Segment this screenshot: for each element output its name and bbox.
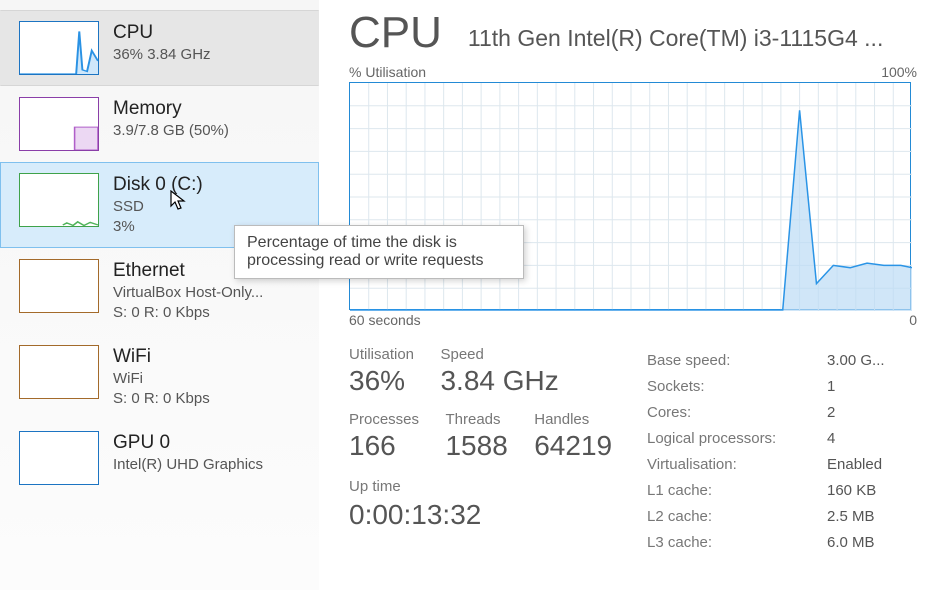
spec-row: Logical processors:4 [647, 426, 917, 452]
sidebar-item-title: GPU 0 [113, 431, 263, 455]
sidebar-item-sub: 3.9/7.8 GB (50%) [113, 121, 229, 141]
sidebar-item-sub: SSD [113, 197, 203, 217]
chart-y-label: % Utilisation [349, 64, 426, 80]
thumb-chart [19, 345, 99, 399]
sidebar-item-sub: 3% [113, 217, 203, 237]
sidebar-item-gpu-0[interactable]: GPU 0Intel(R) UHD Graphics [0, 420, 319, 496]
stat-threads: Threads 1588 [445, 411, 507, 462]
sidebar-item-memory[interactable]: Memory3.9/7.8 GB (50%) [0, 86, 319, 162]
stat-handles: Handles 64219 [534, 411, 612, 462]
spec-row: Base speed:3.00 G... [647, 348, 917, 374]
cpu-specs: Base speed:3.00 G...Sockets:1Cores:2Logi… [647, 346, 917, 556]
thumb-chart [19, 173, 99, 227]
chart-ymax-label: 100% [881, 64, 917, 80]
sidebar-item-sub: VirtualBox Host-Only... [113, 283, 263, 303]
sidebar-item-title: CPU [113, 21, 211, 45]
cpu-model-name: 11th Gen Intel(R) Core(TM) i3-1115G4 ... [468, 25, 883, 58]
chart-xright-label: 0 [909, 312, 917, 328]
thumb-chart [19, 97, 99, 151]
spec-row: Virtualisation:Enabled [647, 452, 917, 478]
stat-utilisation: Utilisation 36% [349, 346, 414, 397]
spec-row: Cores:2 [647, 400, 917, 426]
sidebar-item-sub: S: 0 R: 0 Kbps [113, 389, 210, 409]
stat-speed: Speed 3.84 GHz [440, 346, 558, 397]
detail-title: CPU [349, 8, 442, 58]
cpu-detail-pane: CPU 11th Gen Intel(R) Core(TM) i3-1115G4… [319, 0, 943, 590]
sidebar-item-title: WiFi [113, 345, 210, 369]
spec-row: L1 cache:160 KB [647, 478, 917, 504]
sidebar-item-sub: 36% 3.84 GHz [113, 45, 211, 65]
spec-row: L2 cache:2.5 MB [647, 504, 917, 530]
resource-list: CPU36% 3.84 GHzMemory3.9/7.8 GB (50%)Dis… [0, 0, 319, 590]
thumb-chart [19, 21, 99, 75]
stat-processes: Processes 166 [349, 411, 419, 462]
sidebar-item-sub: S: 0 R: 0 Kbps [113, 303, 263, 323]
uptime-value: 0:00:13:32 [349, 499, 647, 531]
sidebar-item-title: Memory [113, 97, 229, 121]
thumb-chart [19, 431, 99, 485]
disk-tooltip: Percentage of time the disk is processin… [234, 225, 524, 279]
thumb-chart [19, 259, 99, 313]
sidebar-item-wifi[interactable]: WiFiWiFiS: 0 R: 0 Kbps [0, 334, 319, 420]
spec-row: Sockets:1 [647, 374, 917, 400]
spec-row: L3 cache:6.0 MB [647, 530, 917, 556]
sidebar-item-sub: WiFi [113, 369, 210, 389]
sidebar-item-sub: Intel(R) UHD Graphics [113, 455, 263, 475]
uptime-label: Up time [349, 478, 647, 495]
sidebar-item-cpu[interactable]: CPU36% 3.84 GHz [0, 10, 319, 86]
chart-xleft-label: 60 seconds [349, 312, 421, 328]
sidebar-item-title: Disk 0 (C:) [113, 173, 203, 197]
task-manager-performance: CPU36% 3.84 GHzMemory3.9/7.8 GB (50%)Dis… [0, 0, 943, 590]
